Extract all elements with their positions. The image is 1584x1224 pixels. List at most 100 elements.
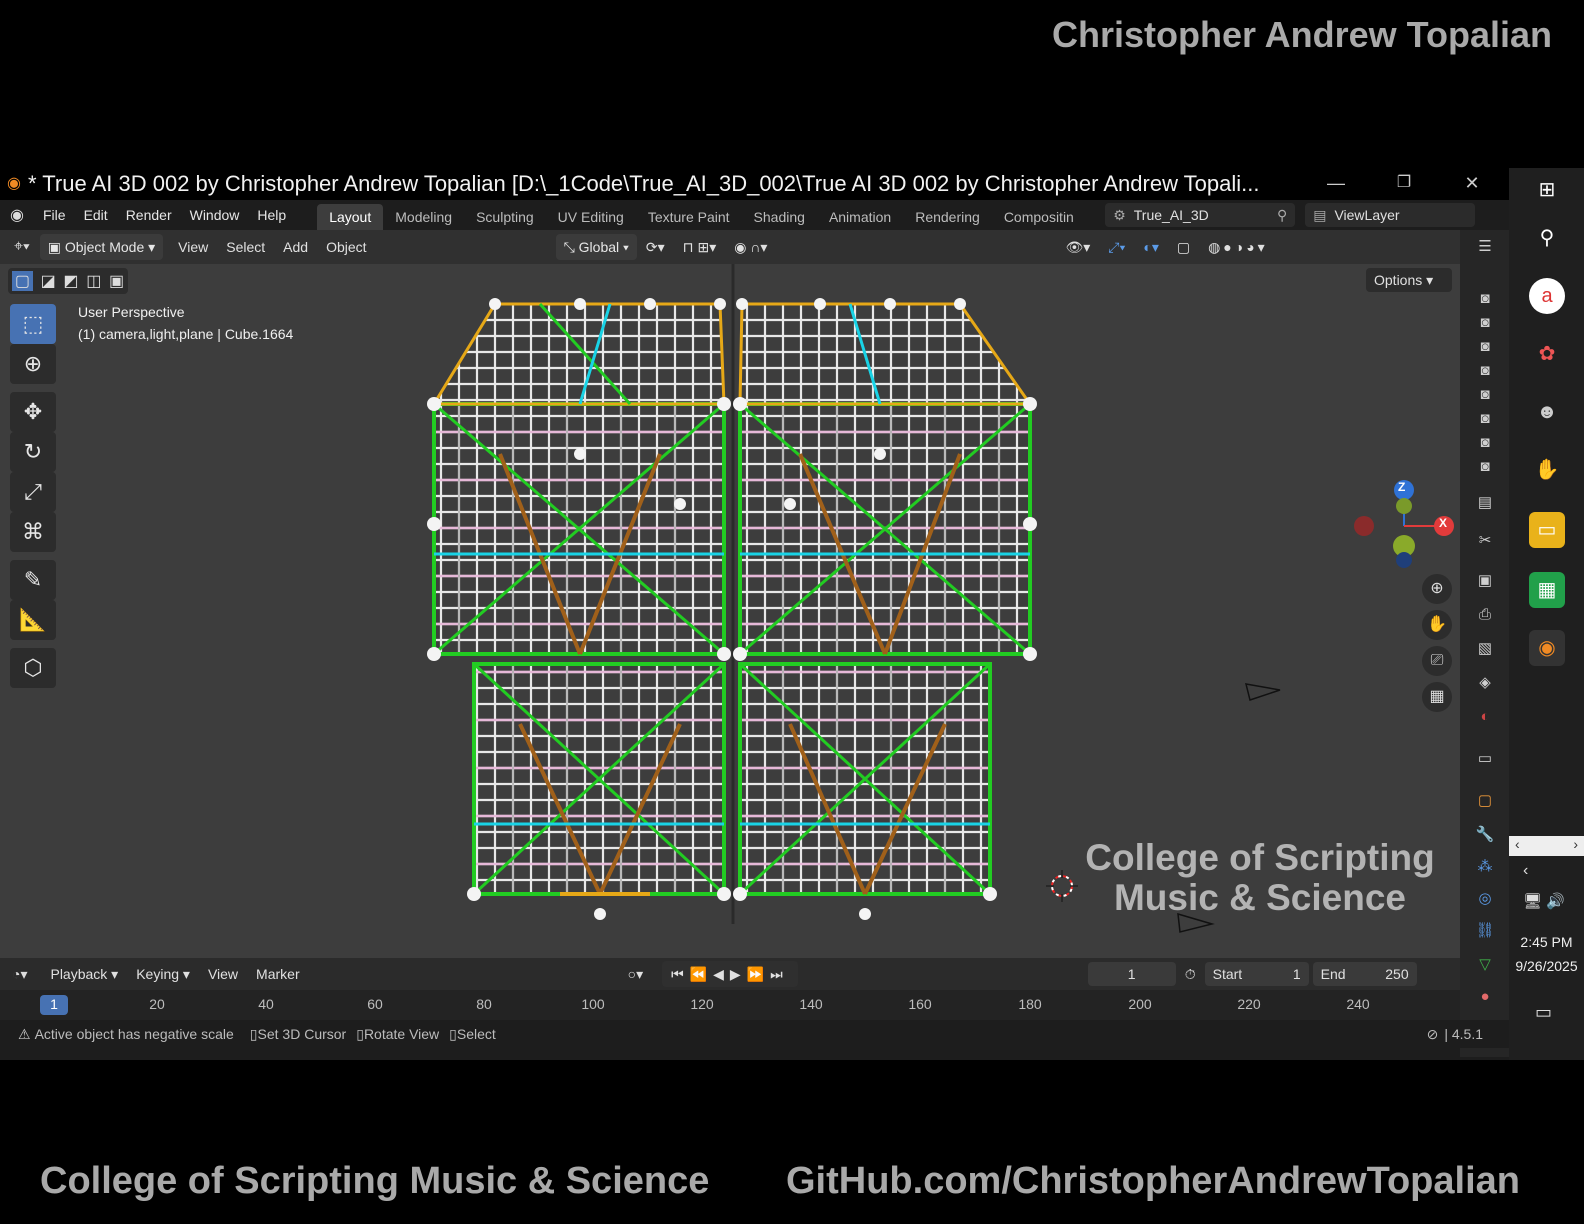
gimp-icon[interactable]: ☻ xyxy=(1536,401,1558,423)
scroll-left-icon[interactable]: ‹ xyxy=(1515,836,1520,852)
scene-properties-icon[interactable]: ◈ xyxy=(1479,674,1491,691)
tab-uv-editing[interactable]: UV Editing xyxy=(557,209,624,225)
pivot-icon[interactable]: ⟳▾ xyxy=(645,239,665,255)
overlay-toggle-icon[interactable]: ◐▾ xyxy=(1143,239,1159,255)
3d-viewport[interactable]: ▢ ◪ ◩ ◫ ▣ ⬚ ⊕ ✥ ↻ ⤢ ⌘ ✎ 📐 ⬡ User Perspec… xyxy=(0,264,1460,958)
view-layer-selector[interactable]: ▤ ViewLayer xyxy=(1305,203,1476,227)
select-new-icon[interactable]: ▢ xyxy=(11,271,33,291)
world-properties-icon[interactable]: ◐ xyxy=(1480,708,1490,725)
camera-visibility-icon[interactable]: ◙ xyxy=(1480,458,1490,475)
restore-button[interactable]: ❐ xyxy=(1396,174,1412,191)
camera-visibility-icon[interactable]: ◙ xyxy=(1480,410,1490,427)
timeline-editor-icon[interactable]: ◔▾ xyxy=(12,965,28,982)
add-cube-tool-icon[interactable]: ⬡ xyxy=(10,648,56,688)
view-layer-properties-icon[interactable]: ▧ xyxy=(1477,640,1493,657)
playhead-marker[interactable] xyxy=(40,995,68,1015)
menu-playback[interactable]: Playback ▾ xyxy=(50,966,119,982)
selection-mode-buttons[interactable]: ▢ ◪ ◩ ◫ ▣ xyxy=(8,268,128,294)
cursor-tool-icon[interactable]: ⊕ xyxy=(10,344,56,384)
xray-icon[interactable]: ▢ xyxy=(1176,239,1191,255)
menu-help[interactable]: Help xyxy=(257,207,287,223)
transform-orientation-dropdown[interactable]: ⤡ Global ▾ xyxy=(555,234,637,260)
scale-tool-icon[interactable]: ⤢ xyxy=(10,472,56,512)
material-properties-icon[interactable]: ● xyxy=(1480,988,1490,1005)
transform-tool-icon[interactable]: ⌘ xyxy=(10,512,56,552)
tab-texture-paint[interactable]: Texture Paint xyxy=(647,209,730,225)
sheets-icon[interactable]: ▦ xyxy=(1529,572,1565,608)
search-icon[interactable]: ⚲ xyxy=(1539,227,1555,249)
end-frame-field[interactable]: End 250 xyxy=(1312,962,1417,986)
menu-add[interactable]: Add xyxy=(283,239,309,255)
menu-object[interactable]: Object xyxy=(326,239,367,255)
app-paint-icon[interactable]: ✿ xyxy=(1538,343,1556,365)
slides-icon[interactable]: ▭ xyxy=(1529,512,1565,548)
clock-time[interactable]: 2:45 PM xyxy=(1520,934,1573,950)
camera-visibility-icon[interactable]: ◙ xyxy=(1480,434,1490,451)
outliner-icon[interactable]: ☰ xyxy=(1478,238,1492,255)
snap-icon[interactable]: ⊓ ⊞▾ xyxy=(682,239,717,255)
move-tool-icon[interactable]: ✥ xyxy=(10,392,56,432)
editor-type-icon[interactable]: ⌖▾ xyxy=(14,238,30,255)
auto-keying-icon[interactable]: ○▾ xyxy=(627,966,644,982)
select-extend-icon[interactable]: ◪ xyxy=(40,273,56,290)
notifications-icon[interactable]: ▭ xyxy=(1535,1002,1553,1022)
render-properties-icon[interactable]: ▣ xyxy=(1477,572,1493,589)
tab-animation[interactable]: Animation xyxy=(828,209,892,225)
menu-window[interactable]: Window xyxy=(189,207,240,223)
camera-view-icon[interactable]: ⎚ xyxy=(1422,646,1452,676)
select-intersect-icon[interactable]: ▣ xyxy=(109,273,125,290)
camera-visibility-icon[interactable]: ◙ xyxy=(1480,290,1490,307)
scroll-right-icon[interactable]: › xyxy=(1573,836,1578,852)
annotate-tool-icon[interactable]: ✎ xyxy=(10,560,56,600)
menu-marker[interactable]: Marker xyxy=(256,966,300,982)
menu-render[interactable]: Render xyxy=(125,207,172,223)
visibility-icon[interactable]: 👁▾ xyxy=(1065,239,1091,255)
tray-expand-icon[interactable]: ‹ xyxy=(1523,862,1529,879)
tab-sculpting[interactable]: Sculpting xyxy=(476,209,534,225)
options-dropdown[interactable]: Options ▾ xyxy=(1366,268,1452,292)
menu-edit[interactable]: Edit xyxy=(83,207,108,223)
camera-visibility-icon[interactable]: ◙ xyxy=(1480,386,1490,403)
select-box-tool-icon[interactable]: ⬚ xyxy=(10,304,56,344)
particles-icon[interactable]: ⁂ xyxy=(1477,858,1493,875)
menu-keying[interactable]: Keying ▾ xyxy=(136,966,190,982)
object-properties-icon[interactable]: ▢ xyxy=(1477,792,1493,809)
hand-app-icon[interactable]: ✋ xyxy=(1534,459,1560,481)
camera-visibility-icon[interactable]: ◙ xyxy=(1480,362,1490,379)
menu-timeline-view[interactable]: View xyxy=(207,966,239,982)
stopwatch-icon[interactable]: ⏱ xyxy=(1184,966,1196,982)
proportional-edit-icon[interactable]: ◉ ∩▾ xyxy=(734,239,768,255)
pan-hand-icon[interactable]: ✋ xyxy=(1422,610,1452,640)
minimize-button[interactable]: — xyxy=(1327,173,1345,193)
taskbar-scroll[interactable]: ‹ › xyxy=(1509,836,1584,856)
zoom-icon[interactable]: ⊕ xyxy=(1422,574,1452,604)
app-a-icon[interactable]: a xyxy=(1529,278,1565,314)
tab-compositing[interactable]: Compositin xyxy=(1003,209,1074,225)
tab-rendering[interactable]: Rendering xyxy=(915,209,980,225)
tray-network-sound-icons[interactable]: 🖥 🔊 xyxy=(1523,893,1565,910)
menu-view[interactable]: View xyxy=(178,239,209,255)
close-button[interactable]: ✕ xyxy=(1464,173,1480,193)
collection-properties-icon[interactable]: ▭ xyxy=(1477,750,1493,767)
tool-properties-icon[interactable]: ✂ xyxy=(1478,532,1492,549)
current-frame-field[interactable]: 1 xyxy=(1087,962,1176,986)
timeline-ruler[interactable]: 1 20 40 60 80 100 120 140 160 180 200 22… xyxy=(0,990,1460,1020)
measure-tool-icon[interactable]: 📐 xyxy=(10,600,56,640)
menu-file[interactable]: File xyxy=(43,207,66,223)
clock-date[interactable]: 9/26/2025 xyxy=(1515,958,1578,974)
blender-taskbar-icon[interactable]: ◉ xyxy=(1529,630,1565,666)
camera-visibility-icon[interactable]: ◙ xyxy=(1480,314,1490,331)
perspective-toggle-icon[interactable]: ▦ xyxy=(1422,682,1452,712)
mode-dropdown[interactable]: ▣ Object Mode ▾ xyxy=(39,234,164,260)
data-properties-icon[interactable]: ▽ xyxy=(1479,956,1491,973)
physics-icon[interactable]: ◎ xyxy=(1478,890,1492,907)
camera-visibility-icon[interactable]: ◙ xyxy=(1480,338,1490,355)
properties-editor-icon[interactable]: ▤ xyxy=(1477,494,1493,511)
tab-shading[interactable]: Shading xyxy=(753,209,805,225)
select-invert-icon[interactable]: ◫ xyxy=(86,273,102,290)
playback-controls[interactable]: ⏮⏪◀▶⏩⏭ xyxy=(662,961,798,987)
modifier-wrench-icon[interactable]: 🔧 xyxy=(1475,826,1495,843)
select-subtract-icon[interactable]: ◩ xyxy=(63,273,79,290)
menu-select[interactable]: Select xyxy=(226,239,266,255)
scene-selector[interactable]: ⚙ True_AI_3D ⚲ xyxy=(1105,203,1296,227)
